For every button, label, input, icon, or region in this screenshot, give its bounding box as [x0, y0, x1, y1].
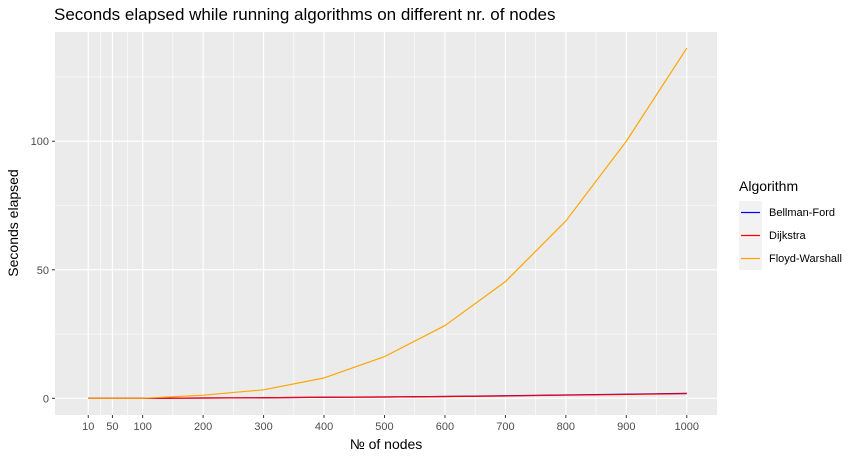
x-tick-label: 200 — [194, 421, 212, 433]
x-tick-label: 900 — [617, 421, 635, 433]
x-tick-label: 10 — [82, 421, 94, 433]
y-tick-label: 0 — [43, 393, 49, 405]
y-tick-label: 100 — [31, 136, 49, 148]
y-tick-label: 50 — [37, 265, 49, 277]
series-lines — [88, 47, 688, 399]
x-tick-label: 700 — [496, 421, 514, 433]
legend: Algorithm Bellman-Ford Dijkstra Floyd-Wars… — [739, 178, 842, 270]
minor-gridlines — [55, 32, 717, 415]
y-axis-ticks: 0 50 100 — [31, 136, 55, 405]
x-axis-ticks: 10 50 100 200 300 400 500 600 700 800 900 1000 — [82, 415, 699, 433]
x-axis-title: № of nodes — [350, 436, 423, 452]
x-tick-label: 400 — [315, 421, 333, 433]
plot-panel — [55, 32, 717, 415]
x-tick-label: 800 — [557, 421, 575, 433]
legend-label-dijkstra: Dijkstra — [769, 230, 807, 242]
series-line-floyd-warshall — [88, 47, 688, 399]
legend-title: Algorithm — [739, 178, 798, 194]
x-tick-label: 50 — [106, 421, 118, 433]
chart-title: Seconds elapsed while running algorithms… — [54, 5, 556, 24]
y-axis-title: Seconds elapsed — [5, 169, 21, 276]
x-tick-label: 1000 — [675, 421, 699, 433]
x-tick-label: 300 — [254, 421, 272, 433]
x-tick-label: 600 — [436, 421, 454, 433]
legend-label-floyd-warshall: Floyd-Warshall — [769, 253, 842, 265]
x-tick-label: 500 — [375, 421, 393, 433]
x-tick-label: 100 — [133, 421, 151, 433]
legend-label-bellman-ford: Bellman-Ford — [769, 207, 835, 219]
